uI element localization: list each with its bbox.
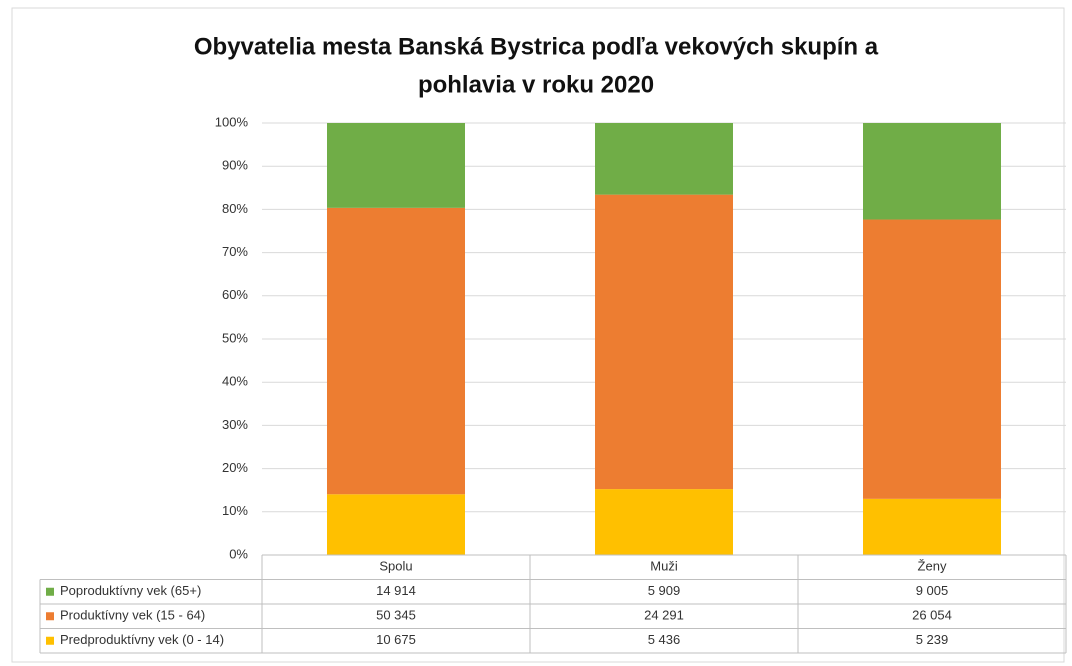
y-tick-label: 30% bbox=[222, 417, 248, 432]
chart-border bbox=[11, 7, 1065, 663]
table-value: 10 675 bbox=[376, 632, 416, 647]
bar-segment bbox=[327, 207, 465, 495]
legend-label: Predproduktívny vek (0 - 14) bbox=[60, 632, 224, 647]
y-tick-label: 70% bbox=[222, 244, 248, 259]
table-value: 14 914 bbox=[376, 583, 416, 598]
table-value: 24 291 bbox=[644, 608, 684, 623]
legend-label: Produktívny vek (15 - 64) bbox=[60, 608, 205, 623]
y-tick-label: 40% bbox=[222, 374, 248, 389]
x-tick-label: Spolu bbox=[379, 559, 412, 574]
bar-segment bbox=[595, 123, 733, 195]
x-tick-label: Ženy bbox=[918, 559, 947, 574]
y-tick-label: 50% bbox=[222, 330, 248, 345]
bar-segment bbox=[595, 489, 733, 555]
bar-segment bbox=[595, 194, 733, 490]
chart-title: pohlavia v roku 2020 bbox=[418, 71, 654, 98]
bar-segment bbox=[863, 123, 1001, 220]
bar-segment bbox=[327, 494, 465, 555]
y-tick-label: 100% bbox=[215, 114, 249, 129]
y-tick-label: 90% bbox=[222, 158, 248, 173]
table-value: 9 005 bbox=[916, 583, 949, 598]
table-value: 50 345 bbox=[376, 608, 416, 623]
table-value: 5 239 bbox=[916, 632, 949, 647]
y-tick-label: 0% bbox=[229, 546, 248, 561]
table-value: 5 436 bbox=[648, 632, 681, 647]
chart-title: Obyvatelia mesta Banská Bystrica podľa v… bbox=[194, 33, 879, 60]
legend-swatch bbox=[46, 587, 54, 596]
bar-segment bbox=[327, 123, 465, 208]
y-tick-label: 60% bbox=[222, 287, 248, 302]
bar-segment bbox=[863, 219, 1001, 499]
y-tick-label: 80% bbox=[222, 201, 248, 216]
legend-swatch bbox=[46, 612, 54, 621]
y-tick-label: 20% bbox=[222, 460, 248, 475]
legend-swatch bbox=[46, 636, 54, 645]
legend-label: Poproduktívny vek (65+) bbox=[60, 583, 201, 598]
table-value: 26 054 bbox=[912, 608, 952, 623]
bar-segment bbox=[863, 498, 1001, 555]
x-tick-label: Muži bbox=[650, 559, 678, 574]
y-tick-label: 10% bbox=[222, 503, 248, 518]
table-value: 5 909 bbox=[648, 583, 681, 598]
